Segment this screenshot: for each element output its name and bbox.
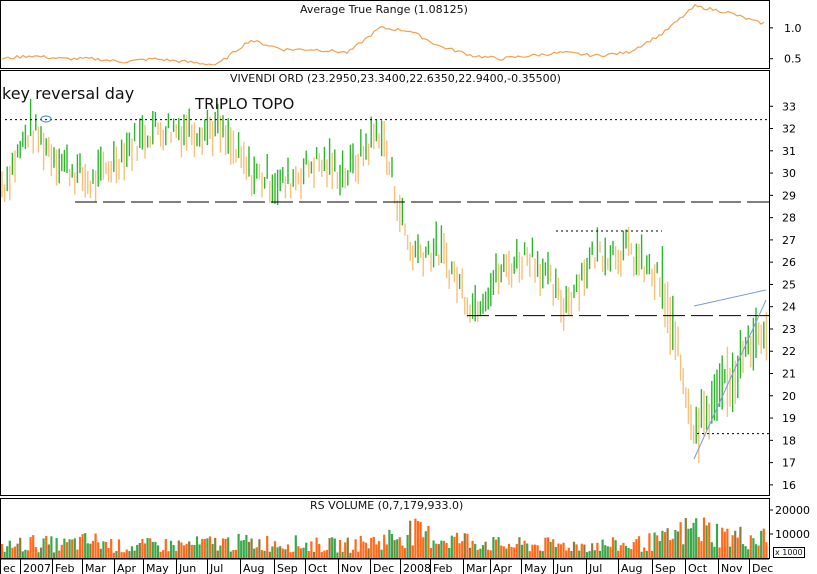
wedge-upper-trendline bbox=[693, 289, 767, 307]
x-tick-label: Sep bbox=[277, 562, 298, 574]
x-tick-label: Apr bbox=[117, 562, 137, 574]
volume-title: RS VOLUME (0,7,179,933.0) bbox=[310, 499, 464, 512]
x-tick-label: Dec bbox=[752, 562, 773, 574]
atr-line bbox=[1, 4, 765, 66]
price-y-tick-label: 25 bbox=[782, 278, 796, 291]
x-tick-label: Apr bbox=[493, 562, 513, 574]
key-reversal-annotation: key reversal day bbox=[2, 84, 135, 103]
price-y-tick-label: 30 bbox=[782, 167, 796, 180]
price-y-tick-label: 32 bbox=[782, 123, 796, 136]
x-tick-label: May bbox=[146, 562, 169, 574]
price-title: VIVENDI ORD (23.2950,23.3400,22.6350,22.… bbox=[230, 72, 561, 85]
x-tick-label: Jun bbox=[178, 562, 196, 574]
x-tick-label: ec bbox=[3, 562, 16, 574]
price-y-tick-label: 24 bbox=[782, 301, 796, 314]
x-tick-label: 2007 bbox=[23, 562, 51, 574]
price-y-tick-label: 21 bbox=[782, 368, 796, 381]
x-tick-label: Aug bbox=[621, 562, 642, 574]
x-tick-label: Jun bbox=[555, 562, 573, 574]
x-tick-label: Sep bbox=[655, 562, 676, 574]
volume-y-tick-label: 20000 bbox=[775, 504, 810, 517]
volume-y-tick-label: 10000 bbox=[775, 528, 810, 541]
x-tick-label: Nov bbox=[341, 562, 363, 574]
price-y-tick-label: 19 bbox=[782, 412, 796, 425]
price-y-tick-label: 33 bbox=[782, 100, 796, 113]
x-tick-label: Nov bbox=[721, 562, 743, 574]
x-tick-label: Feb bbox=[433, 562, 452, 574]
x-tick-label: Oct bbox=[308, 562, 328, 574]
x-tick-label: Aug bbox=[243, 562, 264, 574]
triplo-topo-annotation: TRIPLO TOPO bbox=[195, 95, 295, 113]
x-tick-label: Mar bbox=[85, 562, 106, 574]
price-y-tick-label: 16 bbox=[782, 479, 796, 492]
price-y-tick-label: 29 bbox=[782, 189, 796, 202]
key-reversal-marker bbox=[40, 115, 52, 123]
price-y-tick-label: 28 bbox=[782, 212, 796, 225]
price-y-tick-label: 23 bbox=[782, 323, 796, 336]
x-tick-label: Jul bbox=[588, 562, 602, 574]
x-tick-label: 2008 bbox=[403, 562, 431, 574]
atr-y-tick-label: 0.5 bbox=[784, 53, 802, 66]
x-tick-label: Dec bbox=[373, 562, 394, 574]
price-panel-frame bbox=[0, 70, 770, 496]
price-y-tick-label: 20 bbox=[782, 390, 796, 403]
volume-unit-badge: x 1000 bbox=[773, 547, 805, 558]
x-tick-label: Jul bbox=[209, 562, 223, 574]
price-y-tick-label: 31 bbox=[782, 145, 796, 158]
price-y-tick-label: 17 bbox=[782, 457, 796, 470]
price-y-tick-label: 27 bbox=[782, 234, 796, 247]
wedge-lower-trendline bbox=[693, 299, 767, 460]
price-y-tick-label: 18 bbox=[782, 434, 796, 447]
atr-y-tick-label: 1.0 bbox=[784, 22, 802, 35]
x-tick-label: Mar bbox=[466, 562, 487, 574]
x-tick-label: Feb bbox=[55, 562, 74, 574]
price-y-tick-label: 26 bbox=[782, 256, 796, 269]
atr-title: Average True Range (1.08125) bbox=[300, 3, 468, 16]
x-tick-label: Oct bbox=[688, 562, 708, 574]
atr-panel-frame bbox=[0, 0, 770, 69]
x-tick-label: May bbox=[524, 562, 547, 574]
price-y-tick-label: 22 bbox=[782, 345, 796, 358]
